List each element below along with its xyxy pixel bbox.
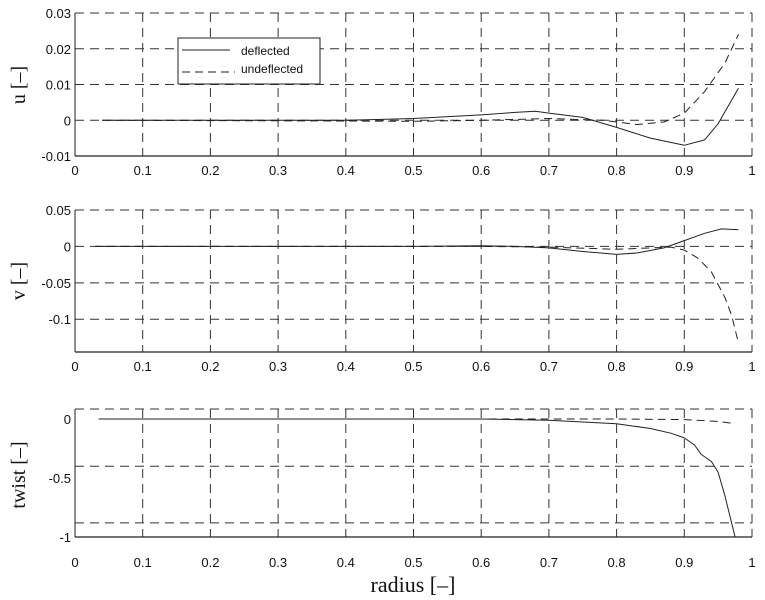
x-tick-label: 0.7 (540, 555, 558, 570)
x-tick-label: 0.7 (540, 163, 558, 178)
x-tick-label: 0.1 (134, 163, 152, 178)
y-tick-label: -0.5 (49, 471, 71, 486)
x-tick-label: 0.2 (201, 359, 219, 374)
x-tick-label: 0.3 (269, 163, 287, 178)
x-tick-label: 0 (71, 163, 78, 178)
x-tick-label: 0.5 (404, 163, 422, 178)
legend-label-undeflected: undeflected (241, 62, 303, 76)
x-tick-label: 0.9 (675, 359, 693, 374)
series-deflected-u (102, 87, 739, 146)
y-tick-label: -0.1 (49, 312, 71, 327)
x-tick-label: 0 (71, 555, 78, 570)
y-tick-label: -0.05 (41, 276, 71, 291)
x-tick-label: 1 (748, 163, 755, 178)
y-tick-label: 0 (64, 239, 71, 254)
x-tick-label: 0.9 (675, 163, 693, 178)
y-tick-label: 0.05 (46, 203, 71, 218)
x-tick-label: 0.4 (337, 555, 355, 570)
x-tick-label: 0.4 (337, 359, 355, 374)
series-deflected-v (95, 228, 739, 255)
y-axis-label-twist: twist [–] (8, 441, 30, 508)
series-undeflected-u (102, 34, 739, 125)
series-undeflected-v (95, 245, 739, 344)
x-tick-label: 1 (748, 359, 755, 374)
x-tick-label: 0.7 (540, 359, 558, 374)
y-tick-label: -0.01 (41, 149, 71, 164)
x-tick-label: 1 (748, 555, 755, 570)
x-tick-label: 0.6 (472, 555, 490, 570)
subplot-twist: twist [–] radius [–] 0 0.1 0.2 0.3 0.4 0.5 0.6… (8, 408, 756, 597)
legend: deflected undeflected (177, 37, 321, 85)
y-tick-label: 0 (64, 113, 71, 128)
x-tick-label: 0.2 (201, 163, 219, 178)
y-tick-label: 0.03 (46, 6, 71, 21)
x-tick-label: 0.3 (269, 555, 287, 570)
x-tick-label: 0.3 (269, 359, 287, 374)
x-tick-label: 0.4 (337, 163, 355, 178)
x-tick-label: 0.1 (134, 555, 152, 570)
legend-box (177, 37, 321, 85)
y-tick-label: 0.02 (46, 42, 71, 57)
x-tick-label: 0.1 (134, 359, 152, 374)
y-tick-label: 0 (64, 412, 71, 427)
subplot-v: v [–] 0 0.1 0.2 0.3 0.4 0.5 0.6 0.7 0.8 0.9 1 0.05 0… (8, 203, 756, 374)
subplot-u: u [–] 0 0.1 0.2 0.3 0.4 0.5 0.6 0.7 0.8 0.9 1 0.03 0… (8, 6, 756, 178)
series-undeflected-twist (98, 418, 736, 425)
x-tick-label: 0.6 (472, 163, 490, 178)
x-tick-label: 0.2 (201, 555, 219, 570)
x-tick-label: 0 (71, 359, 78, 374)
x-tick-label: 0.8 (608, 359, 626, 374)
x-tick-label: 0.6 (472, 359, 490, 374)
x-axis-label: radius [–] (371, 572, 456, 597)
x-tick-label: 0.5 (404, 555, 422, 570)
x-tick-label: 0.8 (608, 555, 626, 570)
x-tick-label: 0.5 (404, 359, 422, 374)
x-tick-label: 0.9 (675, 555, 693, 570)
y-axis-label-v: v [–] (8, 262, 30, 300)
x-tick-label: 0.8 (608, 163, 626, 178)
legend-label-deflected: deflected (241, 44, 290, 58)
y-tick-label: -1 (59, 530, 71, 545)
y-tick-label: 0.01 (46, 78, 71, 93)
series-deflected-twist (98, 418, 736, 538)
y-axis-label-u: u [–] (8, 66, 30, 104)
